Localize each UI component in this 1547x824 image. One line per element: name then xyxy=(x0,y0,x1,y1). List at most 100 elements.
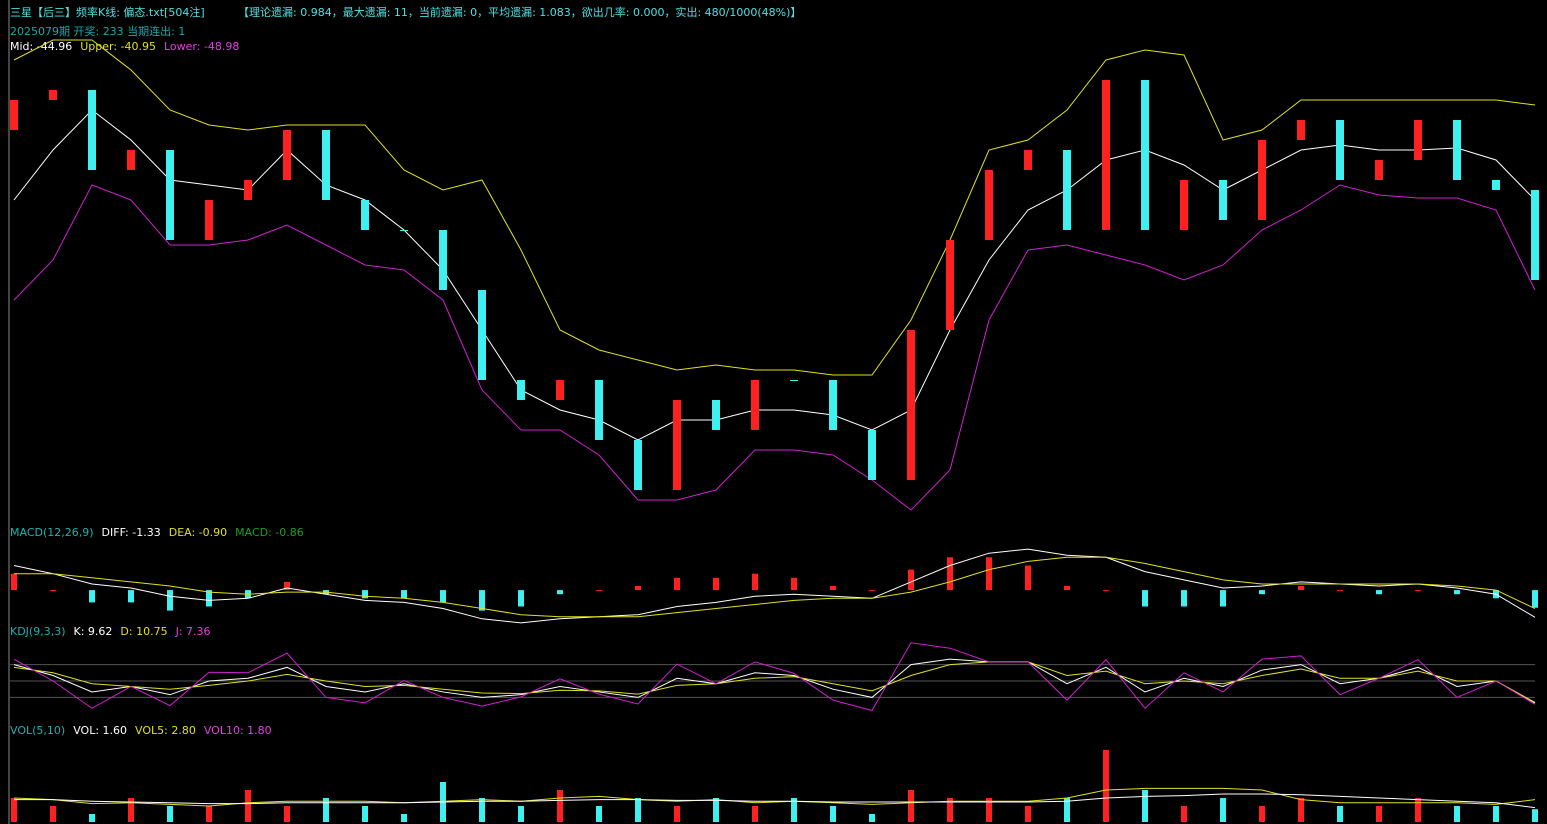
candle xyxy=(712,400,720,430)
candle xyxy=(790,380,798,381)
volume-bar xyxy=(518,806,524,822)
volume-bar xyxy=(752,806,758,822)
legend-entry: DIFF: -1.33 xyxy=(102,526,161,539)
issue-info: 2025079期 开奖: 233 当期连出: 1 xyxy=(10,24,185,38)
candle xyxy=(634,440,642,490)
macd-bar xyxy=(1181,590,1187,607)
volume-bar xyxy=(284,806,290,822)
volume-bar xyxy=(1337,806,1343,822)
candle xyxy=(166,150,174,240)
volume-bar xyxy=(362,806,368,822)
candle xyxy=(88,90,96,170)
volume-bar xyxy=(986,798,992,822)
macd-bar xyxy=(1454,590,1460,595)
volume-bar xyxy=(830,806,836,822)
volume-bar xyxy=(1103,750,1109,822)
volume-bar xyxy=(206,806,212,822)
macd-bar xyxy=(1415,590,1421,592)
legend-entry: D: 10.75 xyxy=(120,625,167,638)
volume-bar xyxy=(167,806,173,822)
candle xyxy=(556,380,564,400)
macd-bar xyxy=(791,577,797,591)
candle xyxy=(1258,140,1266,220)
volume-bar xyxy=(1298,798,1304,822)
volume-bar xyxy=(1532,809,1538,822)
volume-bar xyxy=(11,798,17,822)
candle xyxy=(1492,180,1500,190)
candle xyxy=(946,240,954,330)
macd-bar xyxy=(1337,590,1343,592)
volume-bar xyxy=(1025,806,1031,822)
volume-bar xyxy=(1259,806,1265,822)
macd-bar xyxy=(284,581,290,591)
candle xyxy=(1336,120,1344,180)
macd-bar xyxy=(1532,590,1538,608)
candle xyxy=(1024,150,1032,170)
legend-entry: KDJ(9,3,3) xyxy=(10,625,66,638)
volume-bar xyxy=(245,790,251,822)
volume-bar xyxy=(635,798,641,822)
volume-bar xyxy=(791,798,797,822)
volume-bar xyxy=(1142,790,1148,822)
candle xyxy=(49,90,57,100)
volume-bar xyxy=(596,806,602,822)
volume-bar xyxy=(1376,806,1382,822)
macd-bar xyxy=(11,573,17,591)
volume-bar xyxy=(1415,798,1421,822)
legend-entry: J: 7.36 xyxy=(175,625,211,638)
legend-entry: MACD: -0.86 xyxy=(235,526,304,539)
candle xyxy=(517,380,525,400)
indicator-line xyxy=(13,661,1536,703)
candle xyxy=(1453,120,1461,180)
indicator-line xyxy=(13,548,1536,624)
candle xyxy=(829,380,837,430)
volume-bar xyxy=(323,798,329,822)
candle xyxy=(673,400,681,490)
indicator-line xyxy=(13,184,1536,511)
macd-bar xyxy=(1103,590,1109,592)
volume-bar xyxy=(1064,798,1070,822)
volume-bar xyxy=(557,790,563,822)
candle xyxy=(283,130,291,180)
macd-bar xyxy=(986,557,992,591)
chart-title: 三星【后三】频率K线: 偏态.txt[504注] xyxy=(10,5,205,19)
volume-bar xyxy=(1220,798,1226,822)
legend-entry: VOL5: 2.80 xyxy=(135,724,196,737)
candle xyxy=(205,200,213,240)
volume-bar xyxy=(50,806,56,822)
candle xyxy=(907,330,915,480)
legend-entry: Lower: -48.98 xyxy=(164,40,239,53)
volume-bar xyxy=(128,798,134,822)
indicator-line xyxy=(13,39,1536,376)
macd-bar xyxy=(1259,590,1265,595)
candle xyxy=(595,380,603,440)
candle xyxy=(439,230,447,290)
volume-bar xyxy=(89,814,95,822)
macd-bar xyxy=(167,590,173,611)
macd-bar xyxy=(947,557,953,591)
candle xyxy=(1102,80,1110,230)
candle xyxy=(400,230,408,231)
candle xyxy=(1219,180,1227,220)
legend-entry: VOL10: 1.80 xyxy=(204,724,272,737)
macd-bar xyxy=(596,590,602,592)
indicator-line xyxy=(14,556,1536,618)
legend-entry: DEA: -0.90 xyxy=(169,526,227,539)
candle xyxy=(478,290,486,380)
macd-bar xyxy=(1220,590,1226,607)
macd-bar xyxy=(830,586,836,591)
candle xyxy=(1414,120,1422,160)
volume-bar xyxy=(479,798,485,822)
macd-bar xyxy=(557,590,563,595)
macd-bar xyxy=(440,590,446,603)
macd-bar xyxy=(518,590,524,607)
indicator-line xyxy=(14,793,1536,809)
candle xyxy=(1141,80,1149,230)
candle xyxy=(985,170,993,240)
candle xyxy=(1531,190,1539,280)
candle xyxy=(1297,120,1305,140)
macd-bar xyxy=(1142,590,1148,607)
candle xyxy=(127,150,135,170)
